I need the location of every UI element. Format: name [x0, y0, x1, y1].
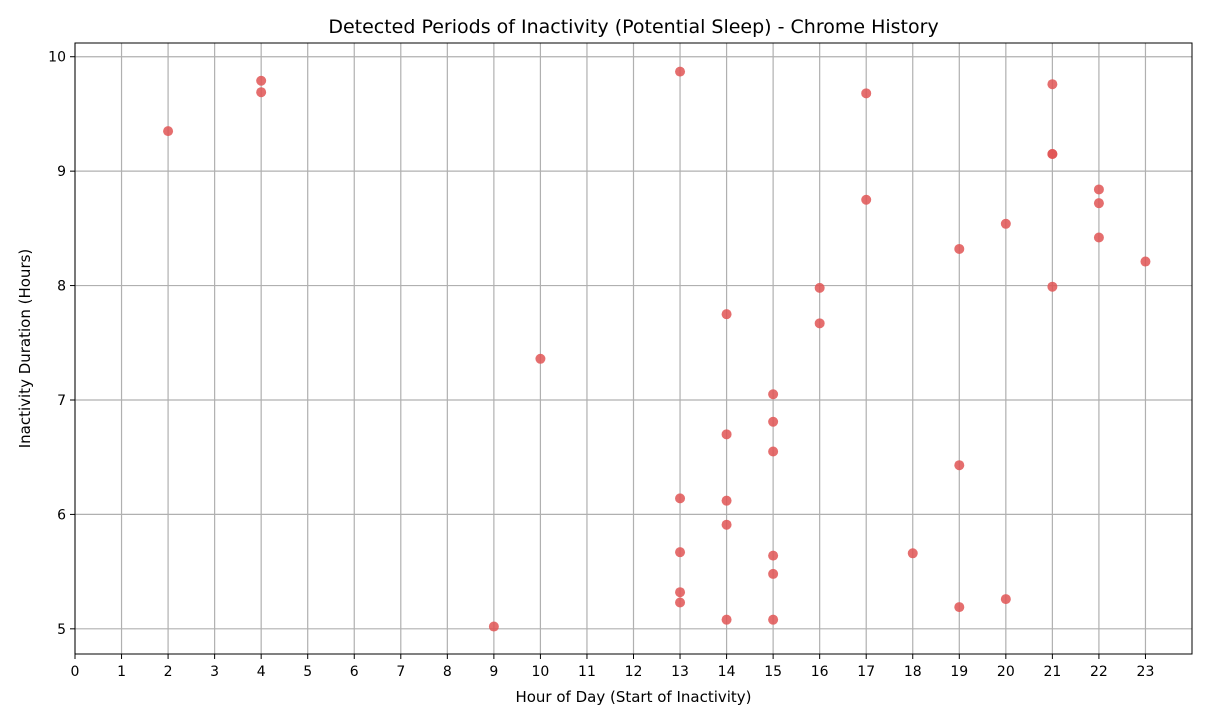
x-tick-label: 12 — [625, 664, 643, 680]
data-point — [768, 416, 779, 427]
x-tick-label: 15 — [764, 664, 782, 680]
x-tick-label: 1 — [117, 664, 126, 680]
data-point — [721, 309, 732, 320]
x-tick-label: 16 — [811, 664, 829, 680]
data-point — [907, 548, 918, 559]
data-point — [721, 519, 732, 530]
x-tick-label: 19 — [950, 664, 968, 680]
data-point — [535, 353, 546, 364]
x-tick-label: 18 — [904, 664, 922, 680]
y-tick-label: 10 — [48, 50, 66, 66]
data-point — [1093, 184, 1104, 195]
data-point — [1047, 281, 1058, 292]
axis-ticks: 0 1 2 3 4 5 6 7 8 9 10 11 12 13 14 15 16 17 18 19 20 21 22 2356… — [48, 50, 1154, 680]
x-tick-label: 7 — [396, 664, 405, 680]
data-point — [1000, 218, 1011, 229]
data-point — [721, 614, 732, 625]
data-point — [675, 66, 686, 77]
y-tick-label: 8 — [57, 279, 66, 295]
data-point — [721, 495, 732, 506]
x-tick-label: 20 — [997, 664, 1015, 680]
data-point — [768, 568, 779, 579]
x-tick-label: 8 — [443, 664, 452, 680]
data-point — [675, 493, 686, 504]
chart-title: Detected Periods of Inactivity (Potentia… — [328, 16, 938, 38]
x-tick-label: 13 — [671, 664, 689, 680]
x-tick-label: 6 — [350, 664, 359, 680]
x-tick-label: 22 — [1090, 664, 1108, 680]
data-point — [1093, 232, 1104, 243]
data-point — [256, 87, 267, 98]
data-point — [954, 602, 965, 613]
y-tick-label: 6 — [57, 507, 66, 523]
x-tick-label: 4 — [257, 664, 266, 680]
data-point — [768, 550, 779, 561]
data-point — [1140, 256, 1151, 267]
data-point — [954, 460, 965, 471]
y-tick-label: 5 — [57, 622, 66, 638]
data-point — [1093, 198, 1104, 209]
x-tick-label: 11 — [578, 664, 596, 680]
data-point — [1000, 594, 1011, 605]
data-point — [675, 587, 686, 598]
data-point — [768, 389, 779, 400]
x-tick-label: 10 — [532, 664, 550, 680]
y-axis-label: Inactivity Duration (Hours) — [16, 249, 34, 449]
x-axis-label: Hour of Day (Start of Inactivity) — [515, 688, 751, 706]
data-point — [1047, 79, 1058, 90]
y-tick-label: 7 — [57, 393, 66, 409]
data-point — [163, 126, 174, 137]
x-tick-label: 17 — [857, 664, 875, 680]
data-point — [768, 446, 779, 457]
data-point — [488, 621, 499, 632]
x-tick-label: 9 — [489, 664, 498, 680]
data-point — [721, 429, 732, 440]
data-point — [954, 243, 965, 254]
data-point — [675, 547, 686, 558]
x-tick-label: 0 — [71, 664, 80, 680]
x-tick-label: 5 — [303, 664, 312, 680]
data-point — [814, 282, 825, 293]
data-points — [163, 66, 1151, 632]
data-point — [256, 75, 267, 86]
data-point — [814, 318, 825, 329]
data-point — [768, 614, 779, 625]
data-point — [861, 194, 872, 205]
x-tick-label: 2 — [164, 664, 173, 680]
x-tick-label: 23 — [1137, 664, 1155, 680]
y-tick-label: 9 — [57, 164, 66, 180]
data-point — [861, 88, 872, 99]
data-point — [1047, 148, 1058, 159]
x-tick-label: 3 — [210, 664, 219, 680]
x-tick-label: 14 — [718, 664, 736, 680]
data-point — [675, 597, 686, 608]
x-tick-label: 21 — [1043, 664, 1061, 680]
